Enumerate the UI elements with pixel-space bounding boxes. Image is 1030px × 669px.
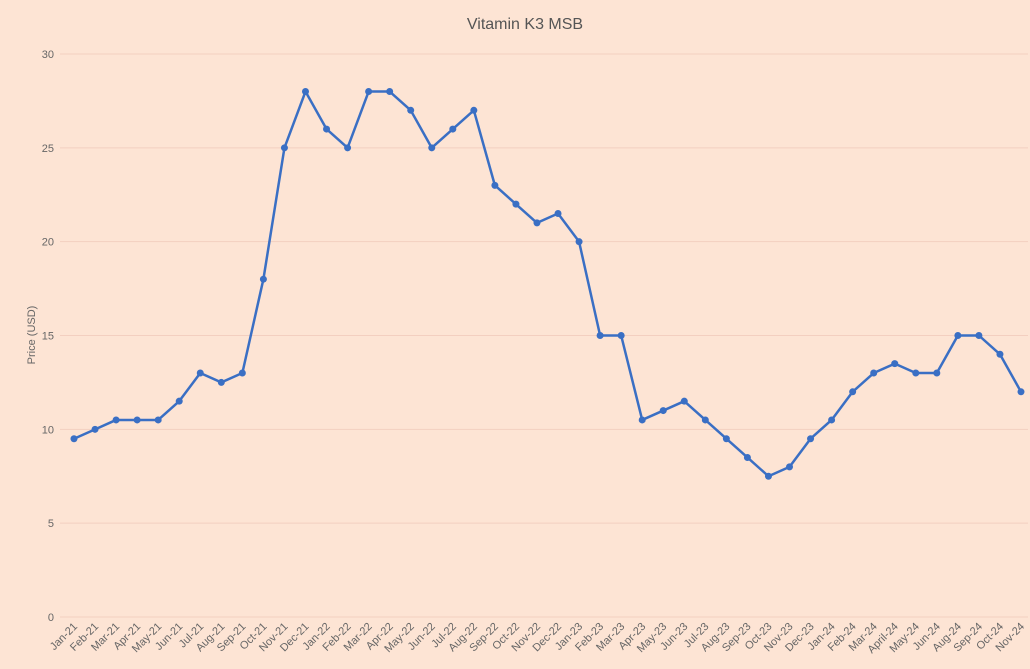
point — [344, 144, 352, 152]
point — [470, 106, 478, 114]
point — [70, 435, 78, 443]
point — [933, 369, 941, 377]
point — [680, 397, 688, 405]
point — [238, 369, 246, 377]
y-tick-label: 5 — [48, 518, 54, 530]
point — [407, 106, 415, 114]
point — [743, 453, 751, 461]
point — [175, 397, 183, 405]
point — [764, 472, 772, 480]
point — [996, 350, 1004, 358]
point — [617, 332, 625, 339]
point — [323, 125, 331, 133]
point — [133, 416, 141, 424]
point — [575, 238, 583, 246]
point — [912, 369, 920, 377]
point — [849, 388, 857, 396]
y-tick-label: 15 — [42, 331, 54, 343]
point — [596, 332, 604, 339]
point — [554, 210, 562, 218]
point — [301, 88, 309, 96]
y-axis-label: Price (USD) — [26, 306, 38, 365]
y-tick-label: 10 — [42, 424, 54, 436]
y-tick-label: 0 — [48, 612, 54, 624]
point — [701, 416, 709, 424]
point — [491, 181, 499, 189]
point — [217, 378, 225, 386]
point — [91, 425, 99, 433]
y-tick-label: 20 — [42, 237, 54, 249]
point — [891, 360, 899, 368]
point — [112, 416, 120, 424]
point — [365, 88, 373, 96]
point — [638, 416, 646, 424]
point — [975, 332, 983, 339]
point — [1017, 388, 1025, 396]
point — [786, 463, 794, 471]
point — [512, 200, 520, 208]
point — [196, 369, 204, 377]
point — [280, 144, 288, 152]
point — [828, 416, 836, 424]
point — [428, 144, 436, 152]
point — [954, 332, 962, 339]
point — [807, 435, 815, 443]
point — [533, 219, 541, 227]
chart-title: Vitamin K3 MSB — [467, 16, 583, 33]
point — [259, 275, 267, 283]
point — [870, 369, 878, 377]
y-tick-label: 25 — [42, 143, 54, 155]
point — [722, 435, 730, 443]
line — [73, 90, 1023, 478]
point — [386, 88, 394, 96]
point — [154, 416, 162, 424]
point — [659, 407, 667, 415]
point — [449, 125, 457, 133]
y-tick-label: 30 — [42, 49, 54, 61]
